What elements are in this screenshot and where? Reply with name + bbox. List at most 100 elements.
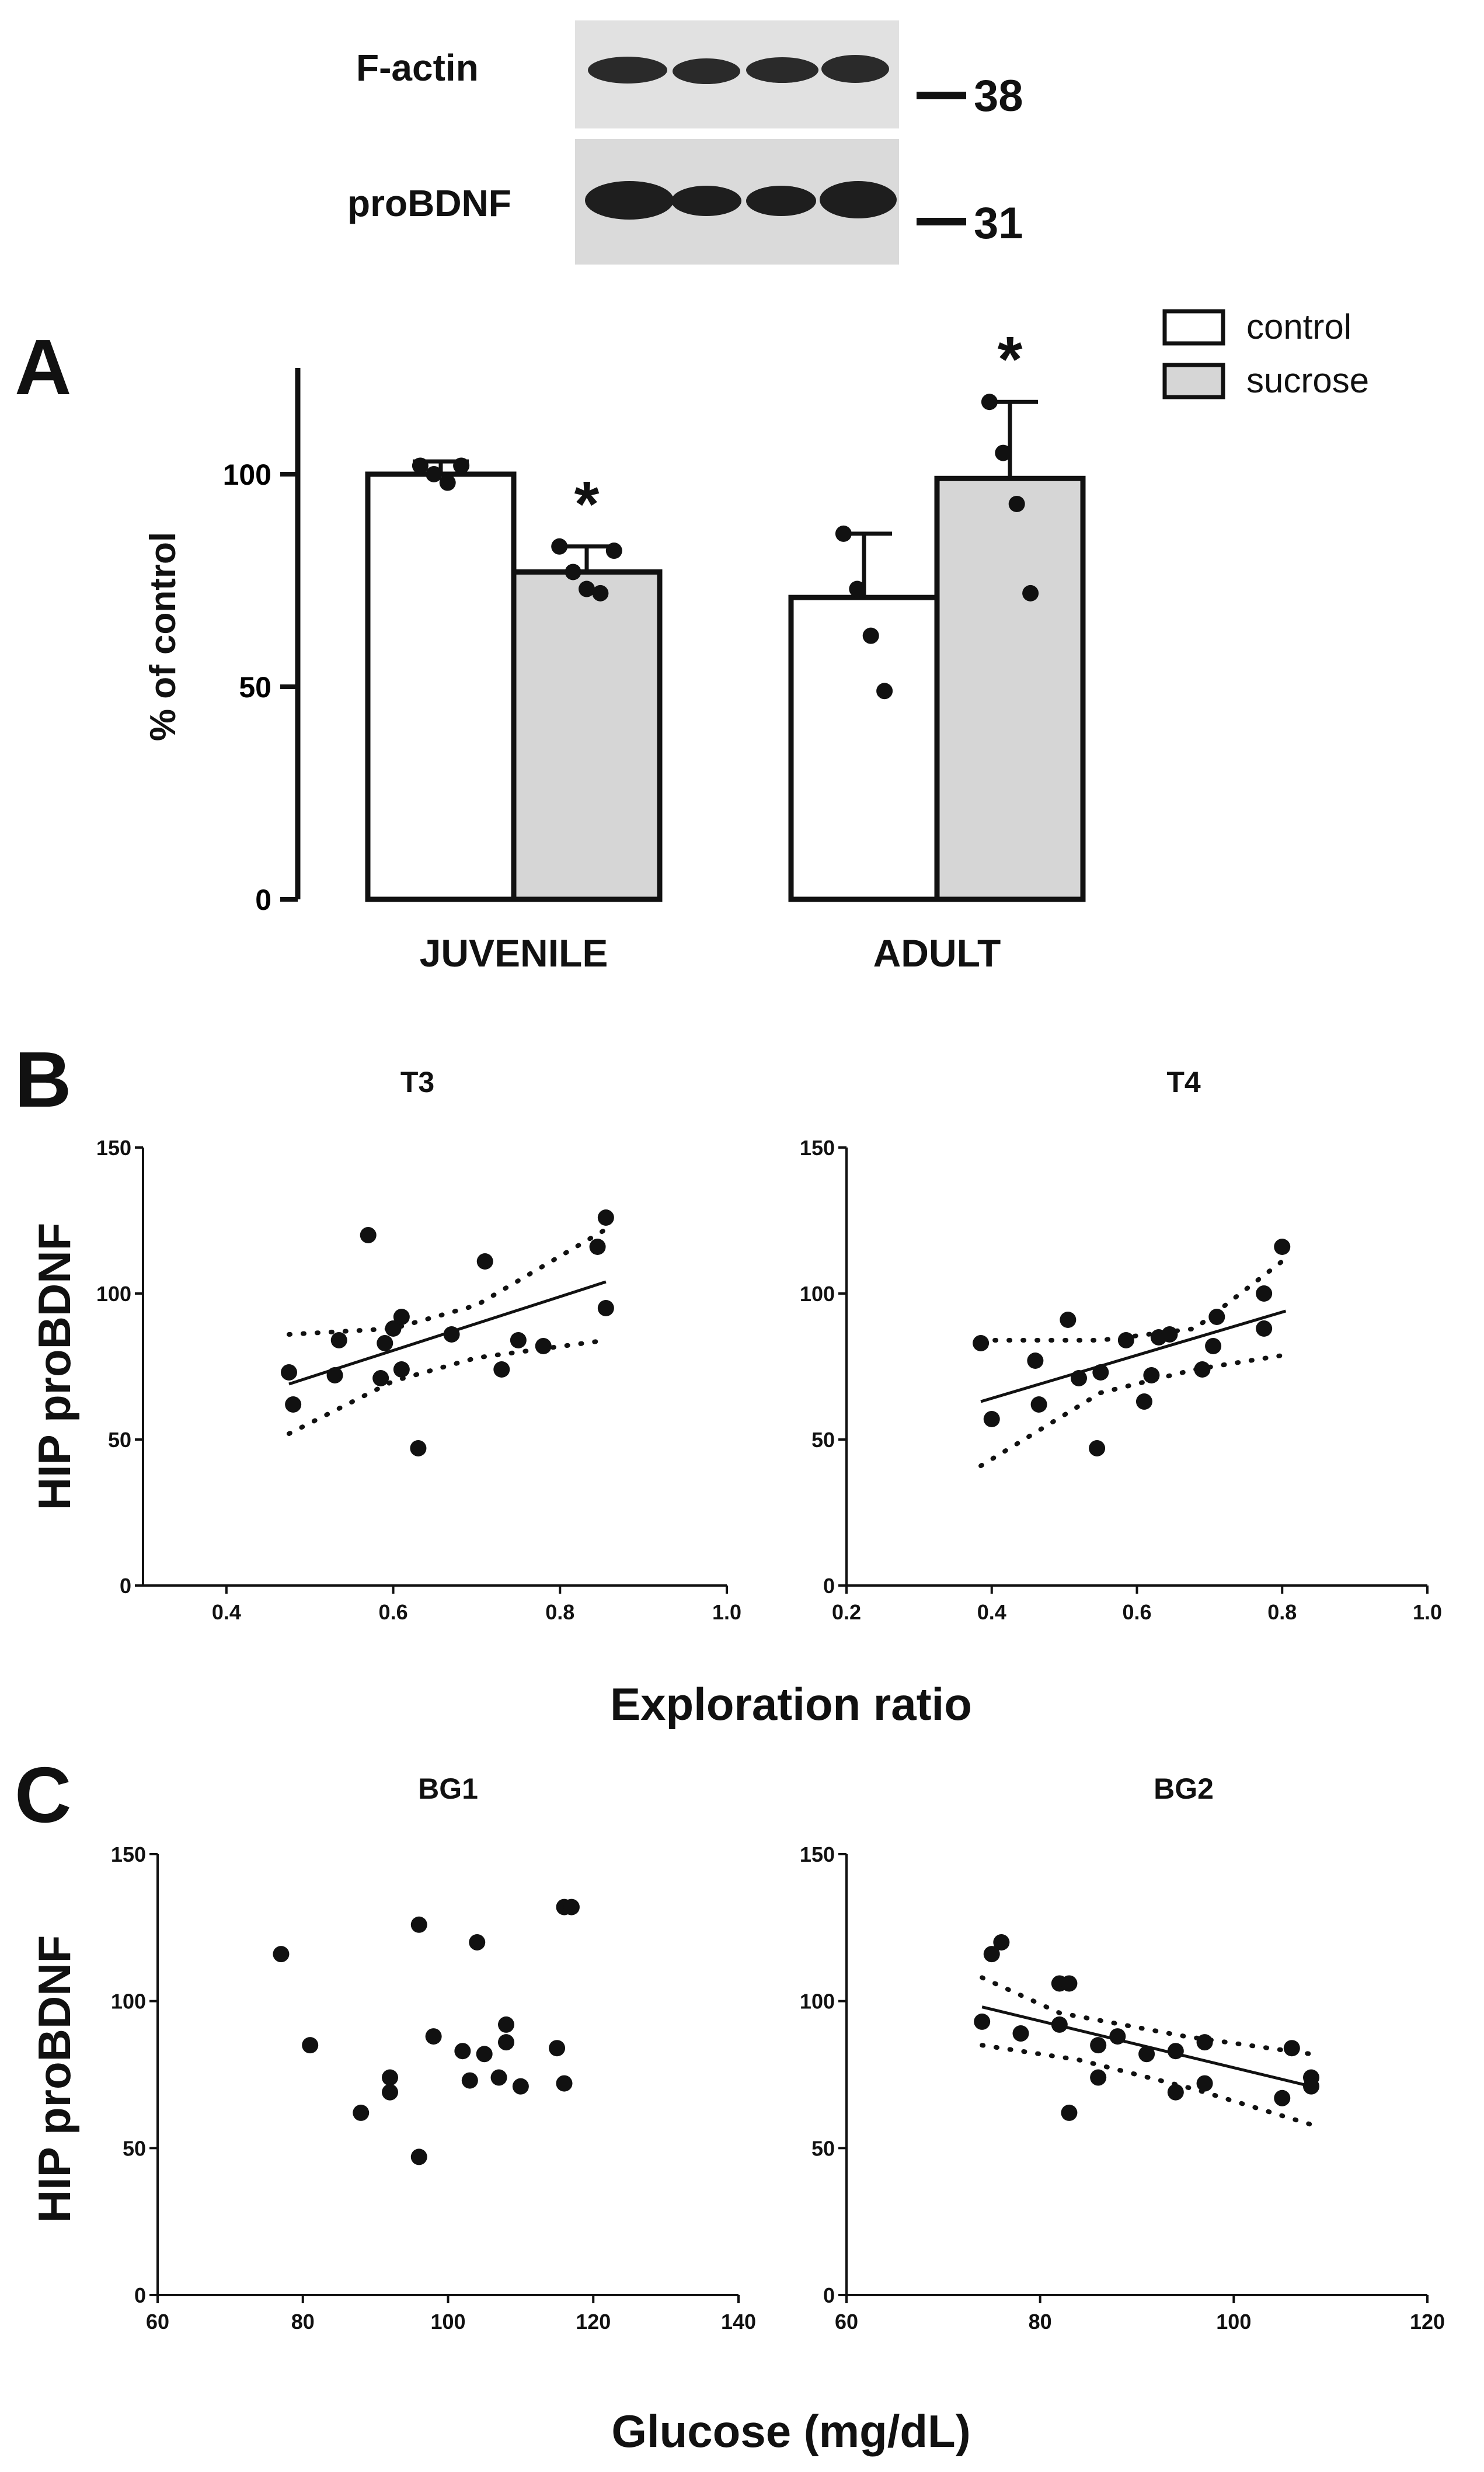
blot-label-probdnf: proBDNF (347, 182, 511, 224)
y-tick-label: 0 (823, 2283, 835, 2307)
data-point (425, 2028, 442, 2045)
data-point (510, 1332, 527, 1348)
y-tick-label: 150 (96, 1136, 131, 1160)
data-point (461, 2072, 478, 2089)
confidence-band-lower (978, 1353, 1288, 1468)
data-point (385, 1320, 402, 1337)
data-point (512, 2078, 529, 2095)
panel-a-bar-chart: 0 50 100 * JUVENILE * ADULT (223, 324, 1086, 975)
blot-band (588, 57, 667, 84)
confidence-band-upper (287, 1227, 608, 1337)
data-point (498, 2034, 514, 2051)
data-point (382, 2069, 398, 2086)
western-blot: F-actin proBDNF 38 31 (347, 20, 1023, 265)
data-point (372, 1370, 389, 1386)
bar-sucrose-juvenile (511, 569, 663, 902)
data-point (995, 444, 1012, 461)
data-point (1274, 1239, 1291, 1255)
blot-band (746, 186, 816, 216)
panel-c-y-axis-label: HIP proBDNF (29, 1935, 80, 2223)
x-tick-label: 100 (1216, 2310, 1251, 2334)
data-point (1109, 2028, 1126, 2045)
panel-b-t4-scatter: T4 0 50 100 150 0.2 0.4 0.6 0.8 1.0 (800, 1066, 1442, 1624)
data-point (493, 1361, 510, 1378)
y-tick-label: 0 (120, 1574, 131, 1598)
data-point (1089, 1440, 1106, 1456)
blot-bands-factin (588, 55, 889, 84)
panel-title: T3 (400, 1066, 434, 1098)
data-point (454, 2043, 471, 2060)
data-point (993, 1934, 1010, 1951)
data-point (1060, 1312, 1077, 1328)
confidence-band-upper (978, 1256, 1288, 1343)
y-tick-label: 50 (811, 2136, 835, 2160)
data-point (302, 2037, 319, 2054)
x-tick-label: 0.2 (832, 1600, 861, 1624)
marker-label-38: 38 (974, 71, 1023, 121)
data-point (549, 2040, 566, 2057)
data-point (1167, 2084, 1184, 2101)
data-point (1030, 1396, 1047, 1413)
data-point (1303, 2078, 1319, 2095)
data-point (983, 1411, 1000, 1427)
blot-band (746, 57, 818, 83)
legend-swatch-sucrose (1162, 363, 1225, 399)
significance-star: * (574, 468, 600, 540)
x-tick-label: 1.0 (712, 1600, 741, 1624)
marker-tick-31 (917, 218, 966, 225)
data-point (1138, 2046, 1155, 2063)
y-tick-label: 150 (111, 1842, 146, 1866)
data-point (597, 1300, 614, 1316)
x-tick-label: 0.8 (545, 1600, 574, 1624)
data-point (443, 1326, 460, 1343)
data-point (551, 538, 568, 555)
data-point (1196, 2075, 1213, 2092)
x-tick-label: 1.0 (1413, 1600, 1442, 1624)
x-tick-label: 0.8 (1267, 1600, 1297, 1624)
data-point (1092, 1364, 1109, 1381)
bar-control-adult (788, 594, 940, 902)
data-point (1135, 1393, 1152, 1410)
confidence-band-lower (980, 2043, 1314, 2127)
category-label-juvenile: JUVENILE (420, 931, 608, 975)
data-point (1027, 1353, 1044, 1369)
data-point (974, 2013, 991, 2030)
data-point (589, 1239, 606, 1255)
panel-letter-b: B (15, 1035, 72, 1124)
panel-b-t3-scatter: T3 0 50 100 150 0.4 0.6 0.8 1.0 (96, 1066, 741, 1624)
confidence-band-lower (287, 1338, 608, 1436)
data-point (592, 585, 609, 602)
data-point (476, 2046, 493, 2063)
blot-label-factin: F-actin (356, 47, 479, 89)
data-point (410, 1916, 427, 1933)
y-tick-label: 0 (134, 2283, 146, 2307)
data-point (565, 564, 581, 580)
panel-a-y-axis-label: % of control (143, 532, 183, 741)
x-tick-label: 0.4 (212, 1600, 241, 1624)
data-point (426, 466, 443, 482)
panel-title: BG2 (1154, 1772, 1214, 1805)
x-tick-label: 140 (721, 2310, 756, 2334)
data-point (1208, 1309, 1225, 1325)
data-point (535, 1338, 552, 1354)
data-point (410, 2148, 427, 2165)
panel-letter-c: C (15, 1751, 72, 1839)
x-tick-label: 0.6 (1122, 1600, 1151, 1624)
data-point (1256, 1285, 1273, 1302)
x-tick-label: 60 (146, 2310, 169, 2334)
marker-tick-38 (917, 92, 966, 99)
y-tick-label: 150 (800, 1842, 835, 1866)
panel-a-legend: control sucrose (1162, 307, 1369, 400)
data-point (1090, 2037, 1107, 2054)
blot-band (821, 55, 889, 83)
data-point (981, 394, 998, 411)
data-point (476, 1253, 493, 1270)
y-tick-label: 100 (96, 1282, 131, 1306)
data-point (281, 1364, 297, 1381)
blot-band (820, 181, 897, 218)
data-point (973, 1335, 990, 1351)
confidence-band-upper (980, 1975, 1314, 2057)
data-point (1167, 2043, 1184, 2060)
y-tick-label: 100 (223, 458, 271, 491)
y-tick-label: 150 (800, 1136, 835, 1160)
